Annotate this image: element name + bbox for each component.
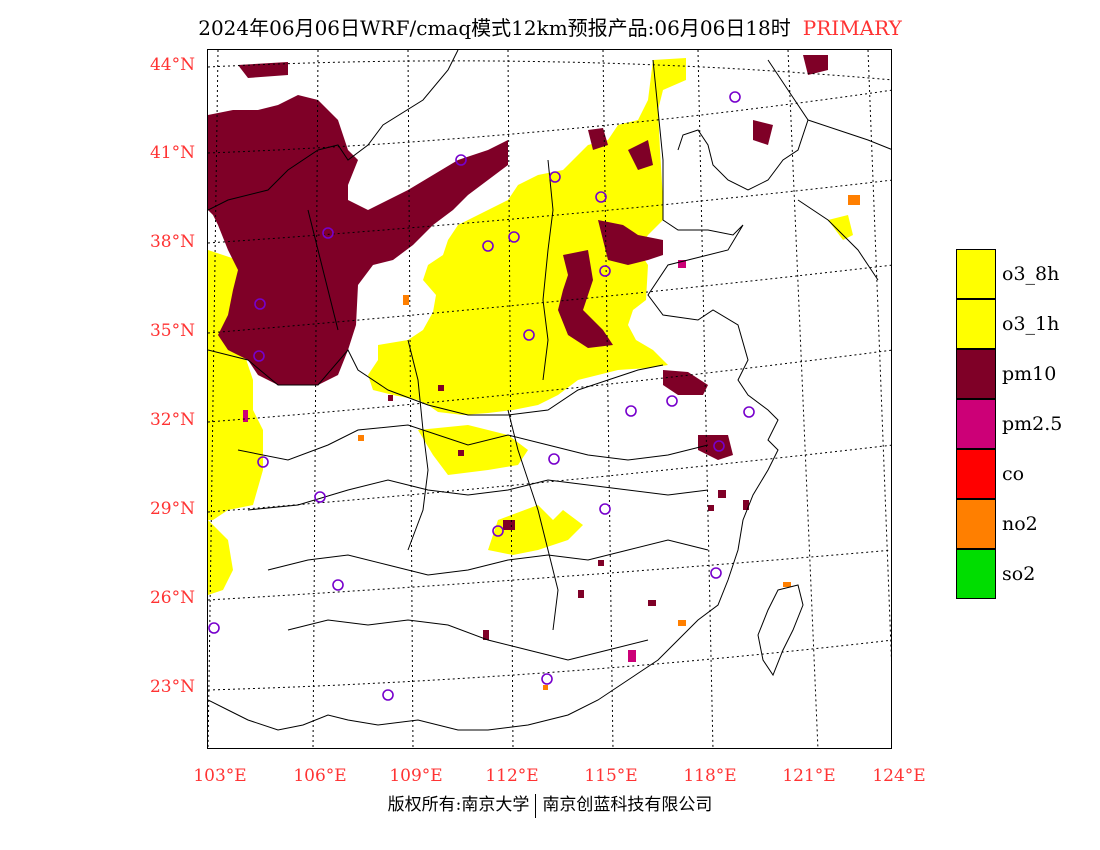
scatter-pixels [243, 195, 860, 690]
legend-label: o3_8h [1002, 263, 1060, 285]
pm10-region [208, 55, 828, 460]
lon-label-106: 106°E [293, 766, 347, 786]
map-frame [207, 49, 892, 749]
station-markers [208, 91, 755, 701]
legend-swatch [956, 499, 996, 549]
legend-swatch [956, 549, 996, 599]
legend-label: so2 [1002, 563, 1036, 585]
map-svg [208, 50, 891, 748]
lat-label-41: 41°N [149, 143, 195, 163]
boundaries [208, 50, 891, 731]
lon-label-124: 124°E [872, 766, 926, 786]
lat-label-23: 23°N [149, 677, 195, 697]
legend-label: o3_1h [1002, 313, 1060, 335]
legend-swatch [956, 449, 996, 499]
legend-label: pm10 [1002, 363, 1057, 385]
lon-label-121: 121°E [782, 766, 836, 786]
lat-label-44: 44°N [149, 55, 195, 75]
lat-label-35: 35°N [149, 321, 195, 341]
lon-label-118: 118°E [683, 766, 737, 786]
lon-label-109: 109°E [389, 766, 443, 786]
copyright-right: 南京创蓝科技有限公司 [542, 795, 713, 815]
lat-label-29: 29°N [149, 499, 195, 519]
lon-label-103: 103°E [193, 766, 247, 786]
map-title: 2024年06月06日WRF/cmaq模式12km预报产品:06月06日18时 P… [0, 12, 1100, 41]
legend-swatch [956, 249, 996, 299]
title-main: 2024年06月06日WRF/cmaq模式12km预报产品:06月06日18时 [198, 16, 791, 40]
copyright-footer: 版权所有:南京大学 南京创蓝科技有限公司 [0, 790, 1100, 818]
legend-label: no2 [1002, 513, 1038, 535]
copyright-left: 版权所有:南京大学 [387, 795, 530, 815]
graticule [208, 50, 891, 748]
lat-label-32: 32°N [149, 410, 195, 430]
footer-divider [535, 793, 537, 818]
lat-label-26: 26°N [149, 588, 195, 608]
lat-label-38: 38°N [149, 232, 195, 252]
legend-swatch [956, 399, 996, 449]
legend-swatch [956, 349, 996, 399]
legend-label: co [1002, 463, 1025, 485]
legend-label: pm2.5 [1002, 413, 1063, 435]
legend-swatch [956, 299, 996, 349]
title-tag: PRIMARY [802, 16, 902, 40]
lon-label-115: 115°E [584, 766, 638, 786]
lon-label-112: 112°E [485, 766, 539, 786]
